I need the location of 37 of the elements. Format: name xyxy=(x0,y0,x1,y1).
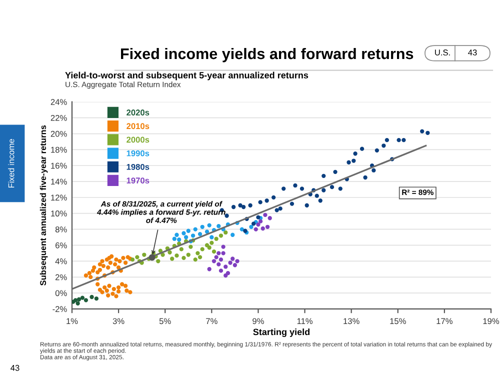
x-axis-title: Starting yield xyxy=(253,328,310,337)
legend-label: 1970s xyxy=(126,178,150,184)
chart-title: Fixed income yields and forward returns xyxy=(121,48,414,62)
text: 43 xyxy=(10,364,20,371)
y-tick-label: 14% xyxy=(51,178,67,185)
x-tick-label: 7% xyxy=(206,318,218,324)
x-tick-label: 3% xyxy=(112,318,124,324)
x-tick-label: 15% xyxy=(390,318,406,324)
y-tick-label: 8% xyxy=(55,226,67,232)
legend-label: 2000s xyxy=(126,136,150,143)
y-axis-title: Subsequent annualized five-year returns xyxy=(40,125,48,286)
y-tick-label: 12% xyxy=(51,194,67,200)
x-tick-label: 11% xyxy=(297,318,313,324)
legend-label: 1990s xyxy=(126,150,150,156)
text: Fixed income xyxy=(8,138,14,188)
x-tick-label: 17% xyxy=(436,318,452,324)
x-tick-label: 9% xyxy=(252,318,264,324)
y-tick-label: -2% xyxy=(52,306,67,312)
legend-label: 1980s xyxy=(126,164,150,170)
y-tick-label: 6% xyxy=(56,242,67,248)
x-tick-label: 1% xyxy=(66,318,78,324)
y-tick-label: 20% xyxy=(50,130,67,137)
y-tick-label: 10% xyxy=(51,210,67,216)
text: 43 xyxy=(468,50,477,56)
y-tick-label: 16% xyxy=(51,162,67,169)
y-tick-label: 4% xyxy=(55,258,67,264)
x-tick-label: 5% xyxy=(159,318,171,324)
legend-label: 2010s xyxy=(126,123,150,130)
x-tick-label: 19% xyxy=(483,318,500,324)
y-tick-label: 18% xyxy=(51,146,67,153)
y-tick-label: 0% xyxy=(55,290,67,296)
y-tick-label: 22% xyxy=(50,114,67,121)
y-tick-label: 2% xyxy=(56,274,67,280)
y-tick-label: 24% xyxy=(50,99,67,105)
legend-label: 2020s xyxy=(126,110,150,116)
x-tick-label: 13% xyxy=(344,318,360,324)
text: U.S. xyxy=(435,50,450,56)
